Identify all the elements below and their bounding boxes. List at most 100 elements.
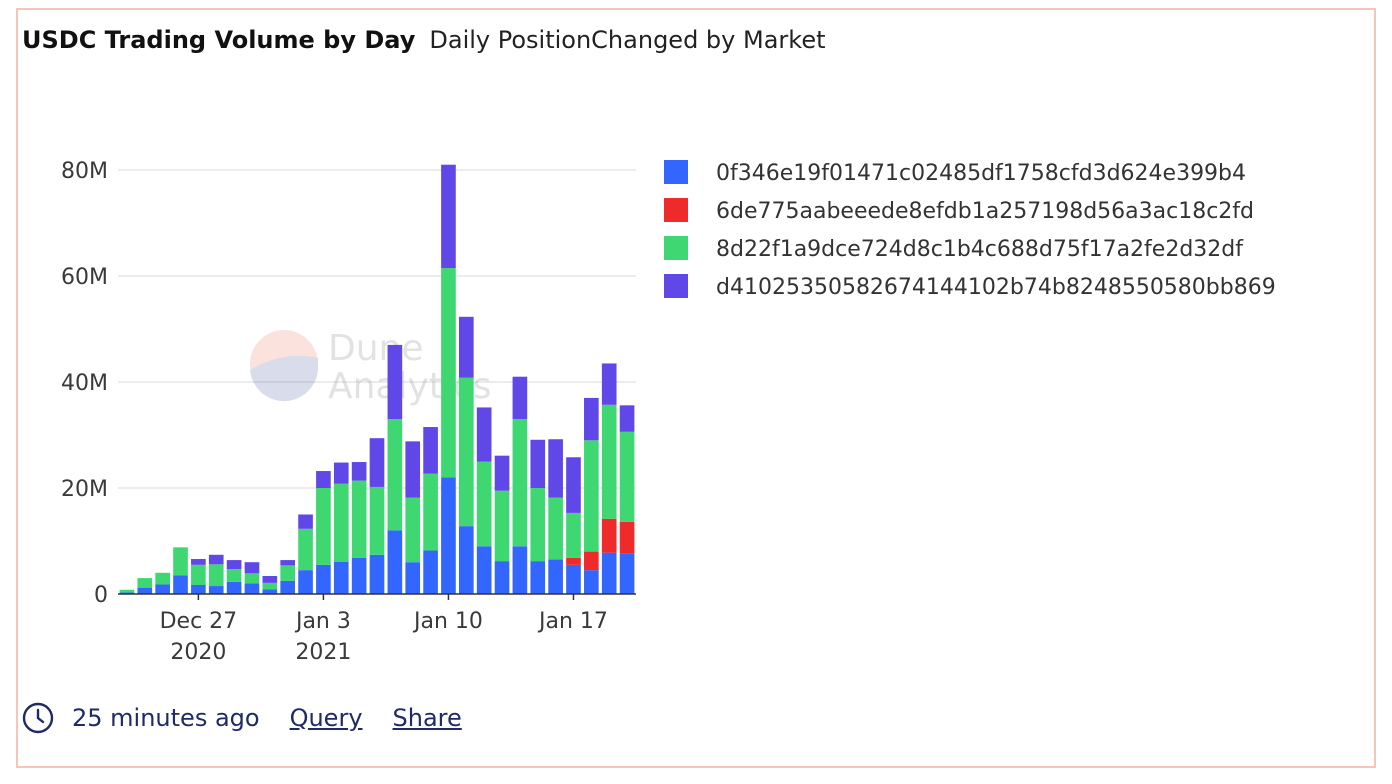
bar-segment [584,551,599,571]
bar-segment [601,404,617,519]
bar-segment [405,497,421,563]
watermark-line1: Dune [328,328,424,369]
bar-segment [405,562,421,594]
bar-segment [423,550,438,594]
bar-segment [262,575,278,583]
bar-segment [119,589,135,593]
bar-segment [333,483,349,562]
bar-segment [244,562,260,574]
bar-segment [619,553,635,594]
x-tick-label: Jan 3 [294,609,351,634]
bar-segment [584,570,599,594]
bar-segment [512,419,528,547]
bar-segment [369,486,385,555]
share-link[interactable]: Share [392,704,462,732]
bar-segment [208,554,224,565]
bar-segment [119,592,135,594]
bar-segment [476,461,492,547]
bar-segment [601,518,617,553]
bar-segment [387,419,403,531]
y-tick-label: 0 [94,583,108,608]
bar-segment [458,316,474,378]
bar-segment [441,164,456,269]
chart-subtitle: Daily PositionChanged by Market [429,26,826,54]
x-tick-label: Jan 17 [537,609,608,634]
y-tick-label: 80M [61,159,108,184]
bar-segment [262,582,278,590]
bar-segment [316,564,331,594]
watermark-logo-shade [250,355,319,402]
bar-segment [566,512,581,558]
x-axis: Dec 27 2020 Jan 3 2021 Jan 10 Jan 17 [160,594,608,665]
legend: 0f346e19f01471c02485df1758cfd3d624e399b4… [664,160,1276,300]
chart-card [16,8,1376,768]
bar-segment [476,407,492,462]
bar-segment [244,573,260,584]
y-tick-label: 40M [61,371,108,396]
bar-segment [316,488,331,565]
bar-segment [351,480,367,558]
updated-time: 25 minutes ago [72,704,260,732]
bar-segment [584,397,599,441]
query-link[interactable]: Query [289,704,363,732]
bar-segment [423,427,438,474]
bar-segment [441,268,456,478]
bar-segment [566,564,581,594]
bar-segment [155,572,170,585]
legend-swatch [664,236,688,260]
legend-swatch [664,198,688,222]
bar-segment [619,405,635,432]
bar-segment [530,488,546,562]
bar-segment [280,565,296,581]
bar-segment [387,344,403,420]
legend-label: d41025350582674144102b74b8248550580bb869 [716,275,1276,300]
bar-segment [566,457,581,513]
bar-segment [173,547,188,576]
bar-segment [298,570,313,594]
bar-segment [262,589,278,594]
bar-segment [298,514,313,529]
legend-label: 0f346e19f01471c02485df1758cfd3d624e399b4 [716,161,1246,186]
bar-segment [280,580,296,594]
bar-segment [191,584,206,594]
x-tick-label: Jan 10 [412,609,483,634]
bar-segment [351,557,367,594]
bar-segment [280,560,296,566]
bar-segment [405,441,421,498]
bars [119,164,635,594]
clock-icon [22,702,54,734]
bar-segment [208,586,224,594]
bar-segment [619,431,635,522]
bar-segment [619,521,635,554]
bar-segment [458,526,474,594]
chart-title: USDC Trading Volume by Day [22,26,416,54]
bar-segment [548,497,563,560]
bar-segment [458,377,474,527]
bar-segment [548,559,563,594]
bar-segment [584,440,599,552]
x-tick-year-label: 2021 [295,640,351,665]
bar-segment [441,477,456,594]
legend-swatch [664,274,688,298]
bar-segment [208,564,224,587]
legend-swatch [664,160,688,184]
watermark-logo-icon [250,330,318,398]
bar-segment [512,546,528,594]
bar-segment [423,473,438,551]
bar-segment [226,581,242,594]
bar-segment [155,584,170,594]
legend-label: 8d22f1a9dce724d8c1b4c688d75f17a2fe2d32df [716,237,1244,262]
bar-segment [387,530,403,594]
bar-segment [351,462,367,481]
bar-segment [191,559,206,565]
y-tick-label: 60M [61,265,108,290]
bar-segment [369,554,385,594]
bar-segment [137,587,153,594]
x-tick-year-label: 2020 [170,640,226,665]
bar-segment [191,564,206,585]
bar-segment [173,575,188,594]
x-tick-label: Dec 27 [160,609,238,634]
bar-segment [494,455,510,491]
bar-segment [548,439,563,498]
